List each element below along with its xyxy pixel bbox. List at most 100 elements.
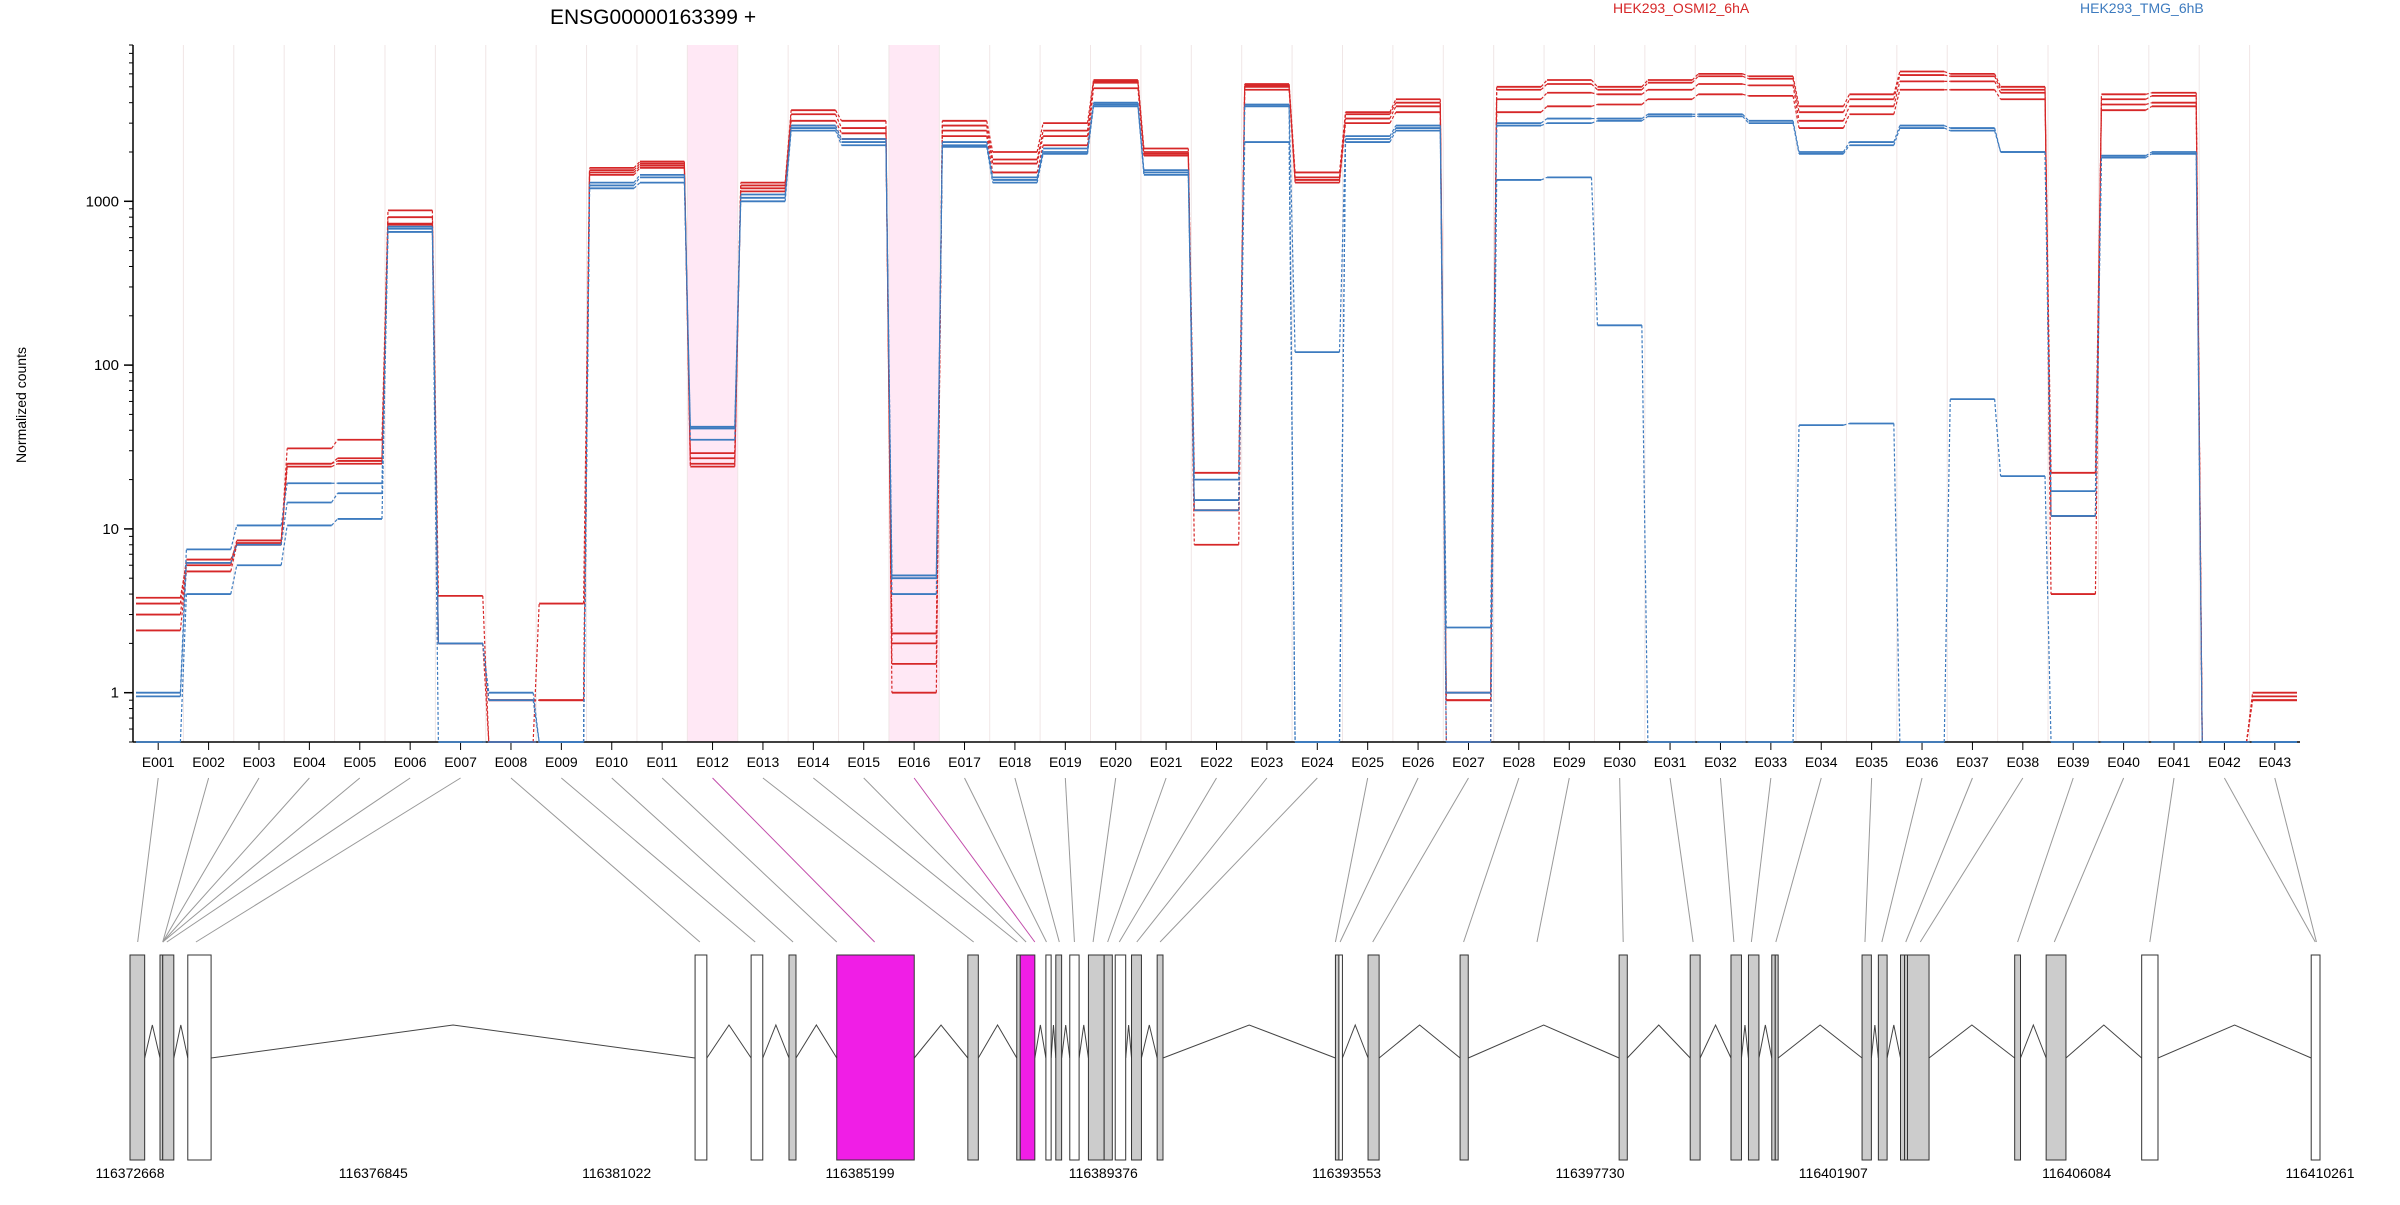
series-6-connector	[1389, 127, 1397, 140]
x-tick-label-e008: E008	[495, 754, 528, 770]
exon-block	[1016, 954, 1021, 1161]
series-4-connector	[482, 643, 490, 743]
exon-link-e018	[1014, 777, 1060, 943]
series-5-connector	[834, 125, 843, 140]
exon-block	[836, 954, 915, 1161]
series-7-connector	[986, 146, 994, 183]
x-tick-label-e030: E030	[1603, 754, 1636, 770]
series-7-connector	[381, 231, 389, 519]
series-6-connector	[1893, 127, 1901, 146]
x-tick-label-e013: E013	[747, 754, 780, 770]
exon-block	[1019, 954, 1036, 1161]
series-1-connector	[1691, 73, 1699, 81]
genomic-coordinate-label: 116401907	[1799, 1165, 1868, 1181]
exon-link-e009	[561, 777, 756, 943]
series-7-connector	[582, 188, 591, 743]
exon-link-e038	[1919, 777, 2024, 943]
exon-block	[2310, 954, 2321, 1161]
series-7-connector	[885, 145, 893, 579]
x-tick-label-e021: E021	[1150, 754, 1183, 770]
exon-block	[1069, 954, 1080, 1161]
exon-block	[129, 954, 146, 1161]
series-7-connector	[1994, 399, 2002, 477]
exon-link-e015	[863, 777, 1027, 943]
series-5-connector	[1389, 125, 1397, 137]
intron-line	[1758, 1024, 1773, 1059]
legend-entry-osmi2: HEK293_OSMI2_6hA	[1613, 0, 1750, 16]
exon-block	[162, 954, 175, 1161]
exon-link-e019	[1064, 777, 1075, 943]
exon-link-e027	[1372, 777, 1469, 943]
exon-link-e028	[1463, 777, 1520, 943]
series-2-connector	[1742, 75, 1749, 80]
intron-line	[1886, 1024, 1901, 1059]
genomic-coordinate-label: 116389376	[1069, 1165, 1138, 1181]
series-6-connector	[633, 177, 641, 186]
series-1-connector	[1944, 70, 1951, 75]
exon-block	[1730, 954, 1742, 1161]
series-7-connector	[1086, 106, 1095, 154]
series-7-connector	[280, 525, 288, 566]
series-4-connector	[1994, 89, 2002, 100]
series-2-connector	[1944, 74, 1951, 77]
series-7-connector	[331, 518, 339, 526]
series-2-connector	[1389, 102, 1397, 115]
x-tick-label-e012: E012	[696, 754, 729, 770]
x-tick-label-e043: E043	[2258, 754, 2291, 770]
exon-link-e004	[162, 777, 310, 943]
intron-line	[211, 1024, 696, 1059]
series-6-connector	[1540, 122, 1548, 127]
series-7-connector	[935, 146, 943, 579]
x-tick-label-e011: E011	[646, 754, 678, 770]
series-7-connector	[1187, 174, 1195, 511]
series-5-connector	[1994, 127, 2002, 153]
exon-block	[1618, 954, 1628, 1161]
series-2-connector	[834, 114, 843, 129]
exon-block	[1334, 954, 1340, 1161]
exon-link-e007	[195, 777, 461, 943]
series-5-connector	[1842, 141, 1850, 153]
exon-link-e035	[1864, 777, 1873, 943]
series-3-connector	[1389, 106, 1397, 119]
intron-line	[1740, 1024, 1749, 1059]
series-4-connector	[935, 136, 943, 634]
intron-line	[1870, 1024, 1879, 1059]
intron-line	[1078, 1024, 1089, 1059]
exon-link-e042	[2223, 777, 2316, 943]
series-7-connector	[834, 130, 843, 146]
series-7-connector	[633, 182, 641, 189]
series-1-connector	[1086, 79, 1095, 124]
series-2-connector	[1691, 75, 1699, 84]
series-6-connector	[1086, 104, 1095, 153]
exon-link-e008	[510, 777, 701, 943]
series-7-connector	[1490, 179, 1498, 743]
series-3-connector	[633, 165, 641, 173]
x-tick-label-e028: E028	[1503, 754, 1536, 770]
x-tick-label-e023: E023	[1251, 754, 1284, 770]
series-6-connector	[1742, 115, 1750, 124]
series-5-connector	[633, 174, 641, 184]
exon-block	[1459, 954, 1469, 1161]
series-4-connector	[2044, 99, 2052, 473]
intron-line	[977, 1024, 1018, 1059]
exon-block	[1906, 954, 1930, 1161]
exon-block	[1131, 954, 1142, 1161]
series-4-connector	[1137, 88, 1145, 156]
exon-link-e021	[1107, 777, 1167, 943]
series-line-7	[136, 105, 2297, 743]
y-tick-label: 100	[94, 357, 119, 374]
series-6-connector	[1591, 120, 1598, 124]
series-7-connector	[1439, 130, 1447, 743]
genomic-coordinate-label: 116381022	[582, 1165, 651, 1181]
x-tick-label-e009: E009	[545, 754, 578, 770]
exon-block	[1689, 954, 1701, 1161]
exon-block	[1771, 954, 1776, 1161]
series-7-connector	[784, 130, 792, 202]
exon-link-e032	[1719, 777, 1735, 943]
series-1-connector	[1893, 71, 1901, 95]
x-tick-label-e010: E010	[595, 754, 628, 770]
series-3-connector	[1994, 81, 2002, 94]
series-6-connector	[1994, 130, 2002, 153]
exon-link-e034	[1775, 777, 1822, 943]
